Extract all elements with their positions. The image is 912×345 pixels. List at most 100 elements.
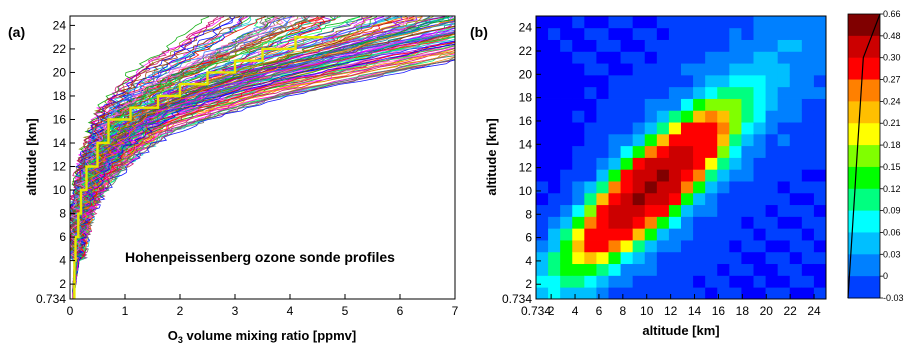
heatmap-cell xyxy=(681,110,694,123)
heatmap-cell xyxy=(632,39,646,52)
heatmap-cell xyxy=(681,39,694,52)
heatmap-cell xyxy=(668,145,682,158)
heatmap-cell xyxy=(596,169,609,182)
heatmap-cell xyxy=(560,98,573,111)
heatmap-cell xyxy=(644,169,658,182)
heatmap-cell xyxy=(632,16,646,29)
heatmap-cell xyxy=(777,16,791,29)
heatmap-cell xyxy=(705,39,718,52)
colorbar-tick-label: 0.18 xyxy=(883,140,901,150)
heatmap-cell xyxy=(813,157,827,170)
y-tick-label: 2 xyxy=(59,277,66,291)
heatmap-cell xyxy=(801,122,815,135)
heatmap-cell xyxy=(608,122,621,135)
heatmap-cell xyxy=(777,98,791,111)
y-tick-label: 22 xyxy=(53,42,67,56)
heatmap-cell xyxy=(644,192,658,206)
heatmap-cell xyxy=(644,251,658,265)
heatmap-cell xyxy=(729,122,742,135)
heatmap-cell xyxy=(536,157,549,170)
heatmap-cell xyxy=(741,63,754,76)
panel-b-y-axis-label: altitude [km] xyxy=(484,118,499,195)
heatmap-cell xyxy=(717,145,730,158)
heatmap-cell xyxy=(681,240,694,253)
x-tick-label: 1 xyxy=(122,304,129,318)
heatmap-cell xyxy=(681,86,694,99)
heatmap-cell xyxy=(789,98,803,111)
heatmap-cell xyxy=(729,110,742,123)
heatmap-cell xyxy=(656,240,670,253)
heatmap-cell xyxy=(656,133,670,147)
heatmap-cell xyxy=(765,39,779,52)
panel-b-x-axis-label: altitude [km] xyxy=(642,323,719,338)
heatmap-cell xyxy=(801,275,815,288)
heatmap-cell xyxy=(777,181,791,194)
heatmap-cell xyxy=(548,287,561,300)
heatmap-cell xyxy=(644,16,658,29)
heatmap-cell xyxy=(608,51,621,64)
sonde-profile-line xyxy=(70,16,245,299)
heatmap-cell xyxy=(813,63,827,76)
heatmap-cell xyxy=(741,39,754,52)
heatmap-cell xyxy=(765,181,779,194)
heatmap-cell xyxy=(656,169,670,182)
heatmap-cell xyxy=(705,63,718,76)
heatmap-cell xyxy=(705,192,718,206)
heatmap-cell xyxy=(777,51,791,64)
heatmap-cell xyxy=(632,192,646,206)
y-tick-label: 14 xyxy=(519,137,533,151)
heatmap-cell xyxy=(693,204,706,217)
heatmap-cell xyxy=(548,98,561,111)
sonde-profile-line xyxy=(71,43,455,299)
heatmap-cell xyxy=(813,16,827,29)
heatmap-cell xyxy=(729,204,742,217)
y-tick-label: 6 xyxy=(525,231,532,245)
heatmap-cell xyxy=(705,27,718,40)
heatmap-cell xyxy=(620,16,634,29)
heatmap-cell xyxy=(572,39,585,52)
heatmap-cell xyxy=(548,16,561,29)
heatmap-cell xyxy=(705,204,718,217)
heatmap-cell xyxy=(801,86,815,99)
heatmap-cell xyxy=(632,169,646,182)
heatmap-cell xyxy=(693,192,706,206)
heatmap-cell xyxy=(560,63,573,76)
heatmap-cell xyxy=(656,122,670,135)
heatmap-cell xyxy=(753,275,766,288)
heatmap-cell xyxy=(668,251,682,265)
heatmap-cell xyxy=(801,145,815,158)
heatmap-cell xyxy=(741,240,754,253)
heatmap-cell xyxy=(813,287,827,300)
heatmap-cell xyxy=(705,240,718,253)
heatmap-cell xyxy=(705,98,718,111)
heatmap-cell xyxy=(548,145,561,158)
heatmap-cell xyxy=(572,27,585,40)
heatmap-cell xyxy=(693,39,706,52)
x-tick-label: 16 xyxy=(712,304,726,318)
heatmap-cell xyxy=(801,240,815,253)
heatmap-cell xyxy=(548,204,561,217)
heatmap-cell xyxy=(608,181,621,194)
heatmap-cell xyxy=(681,157,694,170)
heatmap-cell xyxy=(693,74,706,88)
heatmap-cell xyxy=(813,251,827,265)
heatmap-cell xyxy=(801,251,815,265)
y-tick-label: 12 xyxy=(53,160,67,174)
heatmap-cell xyxy=(717,51,730,64)
colorbar-band xyxy=(848,101,880,124)
heatmap-cell xyxy=(620,86,634,99)
heatmap-cell xyxy=(572,251,585,265)
panel-a-label: (a) xyxy=(8,24,25,40)
heatmap-cell xyxy=(548,169,561,182)
panel-a-x-ticks: 0 1 2 3 4 5 6 7 xyxy=(67,294,459,318)
heatmap-cell xyxy=(632,27,646,40)
heatmap-cell xyxy=(693,228,706,241)
heatmap-cell xyxy=(572,63,585,76)
heatmap-cell xyxy=(656,27,670,40)
heatmap-cell xyxy=(620,251,634,265)
heatmap-cell xyxy=(729,16,742,29)
heatmap-cell xyxy=(608,263,621,276)
heatmap-cell xyxy=(596,63,609,76)
heatmap-cell xyxy=(656,74,670,88)
